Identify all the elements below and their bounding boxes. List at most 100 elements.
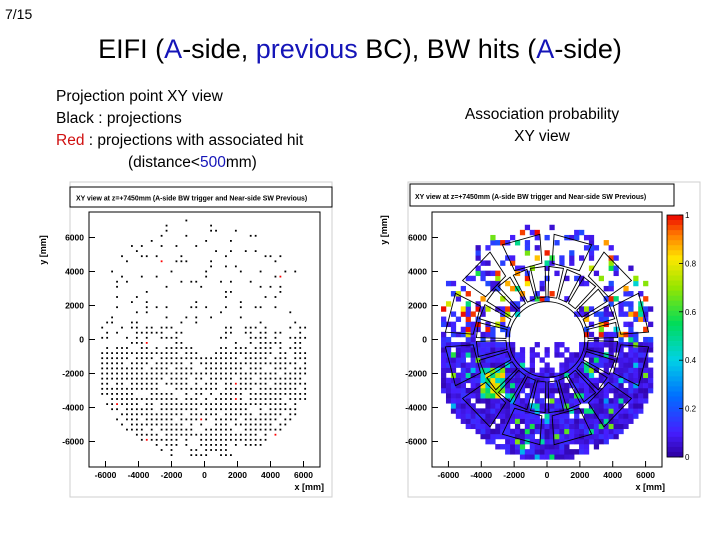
heatmap-cell	[480, 336, 486, 343]
scatter-point	[165, 229, 168, 232]
scatter-point	[200, 285, 203, 288]
heatmap-cell	[588, 362, 595, 368]
heatmap-cell	[598, 408, 604, 414]
heatmap-cell	[579, 255, 585, 261]
scatter-point	[140, 387, 143, 390]
heatmap-cells	[441, 224, 654, 460]
scatter-point	[126, 418, 128, 421]
heatmap-cell	[455, 413, 462, 419]
scatter-point	[225, 367, 227, 370]
scatter-point	[294, 382, 297, 385]
heatmap-cell	[613, 423, 619, 430]
heatmap-cell	[588, 377, 595, 384]
heatmap-cell	[514, 265, 521, 271]
scatter-point	[205, 403, 208, 405]
scatter-point	[195, 280, 198, 283]
scatter-point	[170, 393, 173, 395]
scatter-point	[195, 433, 198, 436]
colorbar-tick-label: 0.8	[685, 259, 697, 268]
heatmap-cell	[529, 377, 535, 384]
colorbar-band	[667, 341, 683, 347]
scatter-point	[220, 444, 222, 446]
chamber-outlines	[444, 233, 650, 446]
scatter-point	[210, 362, 212, 365]
scatter-point	[131, 413, 133, 416]
scatter-point	[185, 387, 188, 390]
scatter-point	[205, 413, 208, 416]
scatter-point	[145, 311, 148, 314]
heatmap-cell	[450, 382, 457, 389]
scatter-point	[200, 438, 203, 441]
scatter-point	[195, 301, 198, 303]
heatmap-cell	[544, 352, 550, 358]
heatmap-cell	[623, 285, 629, 292]
chamber-outline	[576, 361, 608, 391]
scatter-point	[170, 444, 173, 446]
scatter-point	[175, 423, 178, 426]
heatmap-cell	[618, 403, 624, 409]
scatter-point	[215, 229, 217, 232]
heatmap-cell	[544, 260, 550, 266]
heatmap-cell	[648, 342, 654, 348]
heatmap-cell	[608, 423, 614, 430]
heatmap-cell	[524, 454, 531, 460]
heatmap-cell	[613, 408, 619, 414]
heatmap-cell	[613, 265, 619, 271]
heatmap-cell	[465, 352, 471, 358]
heatmap-cell	[539, 454, 545, 460]
heatmap-cell	[588, 240, 595, 246]
heatmap-cell	[514, 428, 521, 435]
page-number: 7/15	[5, 6, 33, 22]
heatmap-cell	[608, 342, 614, 348]
scatter-point	[170, 357, 173, 360]
scatter-point	[145, 398, 148, 400]
heatmap-cell	[470, 382, 476, 389]
scatter-point	[150, 367, 153, 370]
heatmap-cell	[455, 352, 462, 358]
heatmap-cell	[603, 352, 609, 358]
scatter-point	[249, 444, 252, 446]
heatmap-cell	[544, 372, 550, 379]
scatter-point	[274, 382, 277, 385]
scatter-point	[140, 433, 143, 436]
heatmap-cell	[623, 387, 629, 394]
scatter-point	[220, 428, 222, 431]
scatter-point	[170, 403, 173, 405]
heatmap-cell	[460, 382, 466, 389]
scatter-point	[230, 428, 232, 431]
scatter-point	[279, 357, 282, 360]
scatter-point	[160, 377, 163, 380]
scatter-point	[249, 234, 252, 237]
heatmap-cell	[593, 393, 600, 399]
heatmap-cell	[608, 352, 614, 358]
scatter-point	[155, 372, 158, 375]
colorbar-band	[667, 295, 683, 302]
colorbar-band	[667, 426, 683, 433]
heatmap-cell	[470, 311, 476, 317]
scatter-point	[225, 454, 227, 456]
heatmap-cell	[608, 296, 614, 302]
scatter-point	[106, 372, 109, 375]
heatmap-cell	[485, 367, 491, 373]
heatmap-cell	[633, 362, 639, 368]
scatter-point	[155, 347, 158, 349]
heatmap-cell	[603, 418, 609, 424]
heatmap-cell	[623, 423, 629, 430]
heatmap-cell	[510, 449, 516, 455]
chamber-outline	[586, 321, 619, 339]
scatter-point	[225, 291, 227, 293]
scatter-point	[269, 342, 272, 344]
scatter-point	[170, 347, 173, 349]
chamber-outline	[551, 407, 593, 446]
scatter-point	[190, 454, 193, 456]
heatmap-cell	[564, 449, 570, 455]
scatter-point	[180, 418, 183, 421]
scatter-point	[205, 449, 208, 451]
heatmap-cell	[574, 428, 580, 435]
heatmap-cell	[529, 444, 535, 450]
heatmap-cell	[583, 413, 590, 419]
heatmap-cell	[539, 444, 545, 450]
heatmap-cell	[445, 352, 452, 358]
heatmap-cell	[583, 449, 590, 455]
plot-title: XY view at z=+7450mm (A-side BW trigger …	[76, 196, 307, 203]
